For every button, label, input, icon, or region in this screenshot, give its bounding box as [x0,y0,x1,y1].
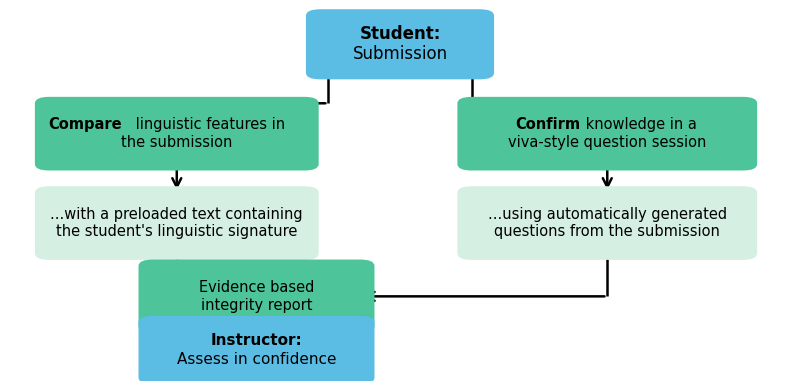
FancyBboxPatch shape [458,186,757,260]
FancyBboxPatch shape [458,97,757,171]
Text: ...with a preloaded text containing: ...with a preloaded text containing [50,207,303,222]
FancyBboxPatch shape [35,186,318,260]
Text: Instructor:: Instructor: [210,333,302,348]
Text: the student's linguistic signature: the student's linguistic signature [56,224,298,240]
Text: Assess in confidence: Assess in confidence [177,352,336,367]
Text: integrity report: integrity report [201,298,312,313]
Text: Evidence based: Evidence based [199,280,314,295]
Text: Confirm: Confirm [514,117,580,132]
FancyBboxPatch shape [306,9,494,79]
FancyBboxPatch shape [138,259,374,333]
Text: Compare: Compare [48,117,122,132]
FancyBboxPatch shape [35,97,318,171]
Text: knowledge in a: knowledge in a [581,117,697,132]
FancyBboxPatch shape [138,316,374,381]
Text: the submission: the submission [121,135,233,150]
Text: linguistic features in: linguistic features in [131,117,286,132]
Text: viva-style question session: viva-style question session [508,135,706,150]
Text: ...using automatically generated: ...using automatically generated [488,207,727,222]
Text: questions from the submission: questions from the submission [494,224,720,240]
Text: Student:: Student: [359,25,441,43]
Text: Submission: Submission [353,45,447,64]
